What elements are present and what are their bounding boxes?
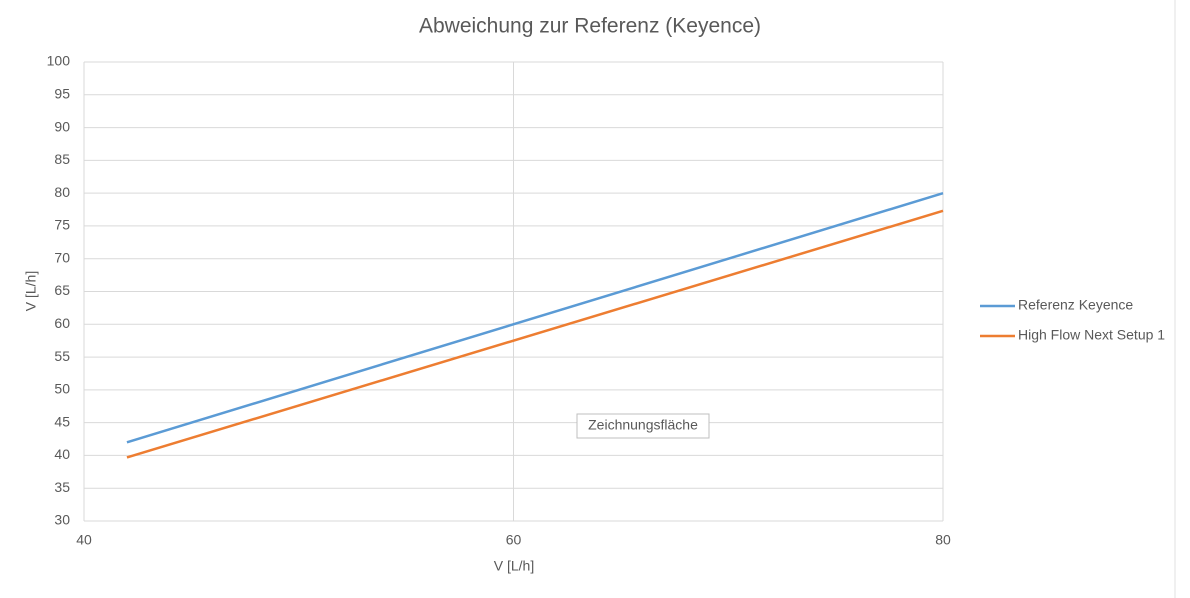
y-tick-label: 80 xyxy=(54,184,70,200)
x-axis-label: V [L/h] xyxy=(494,558,534,574)
y-tick-label: 85 xyxy=(54,151,70,167)
plot-area xyxy=(126,191,944,459)
legend-label: High Flow Next Setup 1 xyxy=(1018,327,1165,343)
tooltip: Zeichnungsfläche xyxy=(588,417,698,433)
y-tick-label: 95 xyxy=(54,85,70,101)
series-line xyxy=(126,191,944,444)
y-tick-label: 40 xyxy=(54,446,70,462)
legend-label: Referenz Keyence xyxy=(1018,297,1133,313)
grid xyxy=(83,61,944,522)
y-tick-label: 90 xyxy=(54,118,70,134)
x-tick-label: 40 xyxy=(76,532,92,548)
y-tick-label: 45 xyxy=(54,413,70,429)
chart-title: Abweichung zur Referenz (Keyence) xyxy=(419,15,761,38)
y-axis-label: V [L/h] xyxy=(23,271,39,311)
series-line xyxy=(126,209,944,459)
x-tick-label: 60 xyxy=(506,532,522,548)
y-tick-label: 35 xyxy=(54,479,70,495)
y-tick-label: 60 xyxy=(54,315,70,331)
x-tick-label: 80 xyxy=(935,532,951,548)
y-tick-label: 55 xyxy=(54,348,70,364)
y-tick-label: 70 xyxy=(54,249,70,265)
tooltip-box xyxy=(576,413,710,439)
y-tick-label: 50 xyxy=(54,381,70,397)
y-tick-label: 75 xyxy=(54,217,70,233)
y-tick-label: 30 xyxy=(54,512,70,528)
y-tick-label: 65 xyxy=(54,282,70,298)
y-tick-label: 100 xyxy=(47,53,71,69)
